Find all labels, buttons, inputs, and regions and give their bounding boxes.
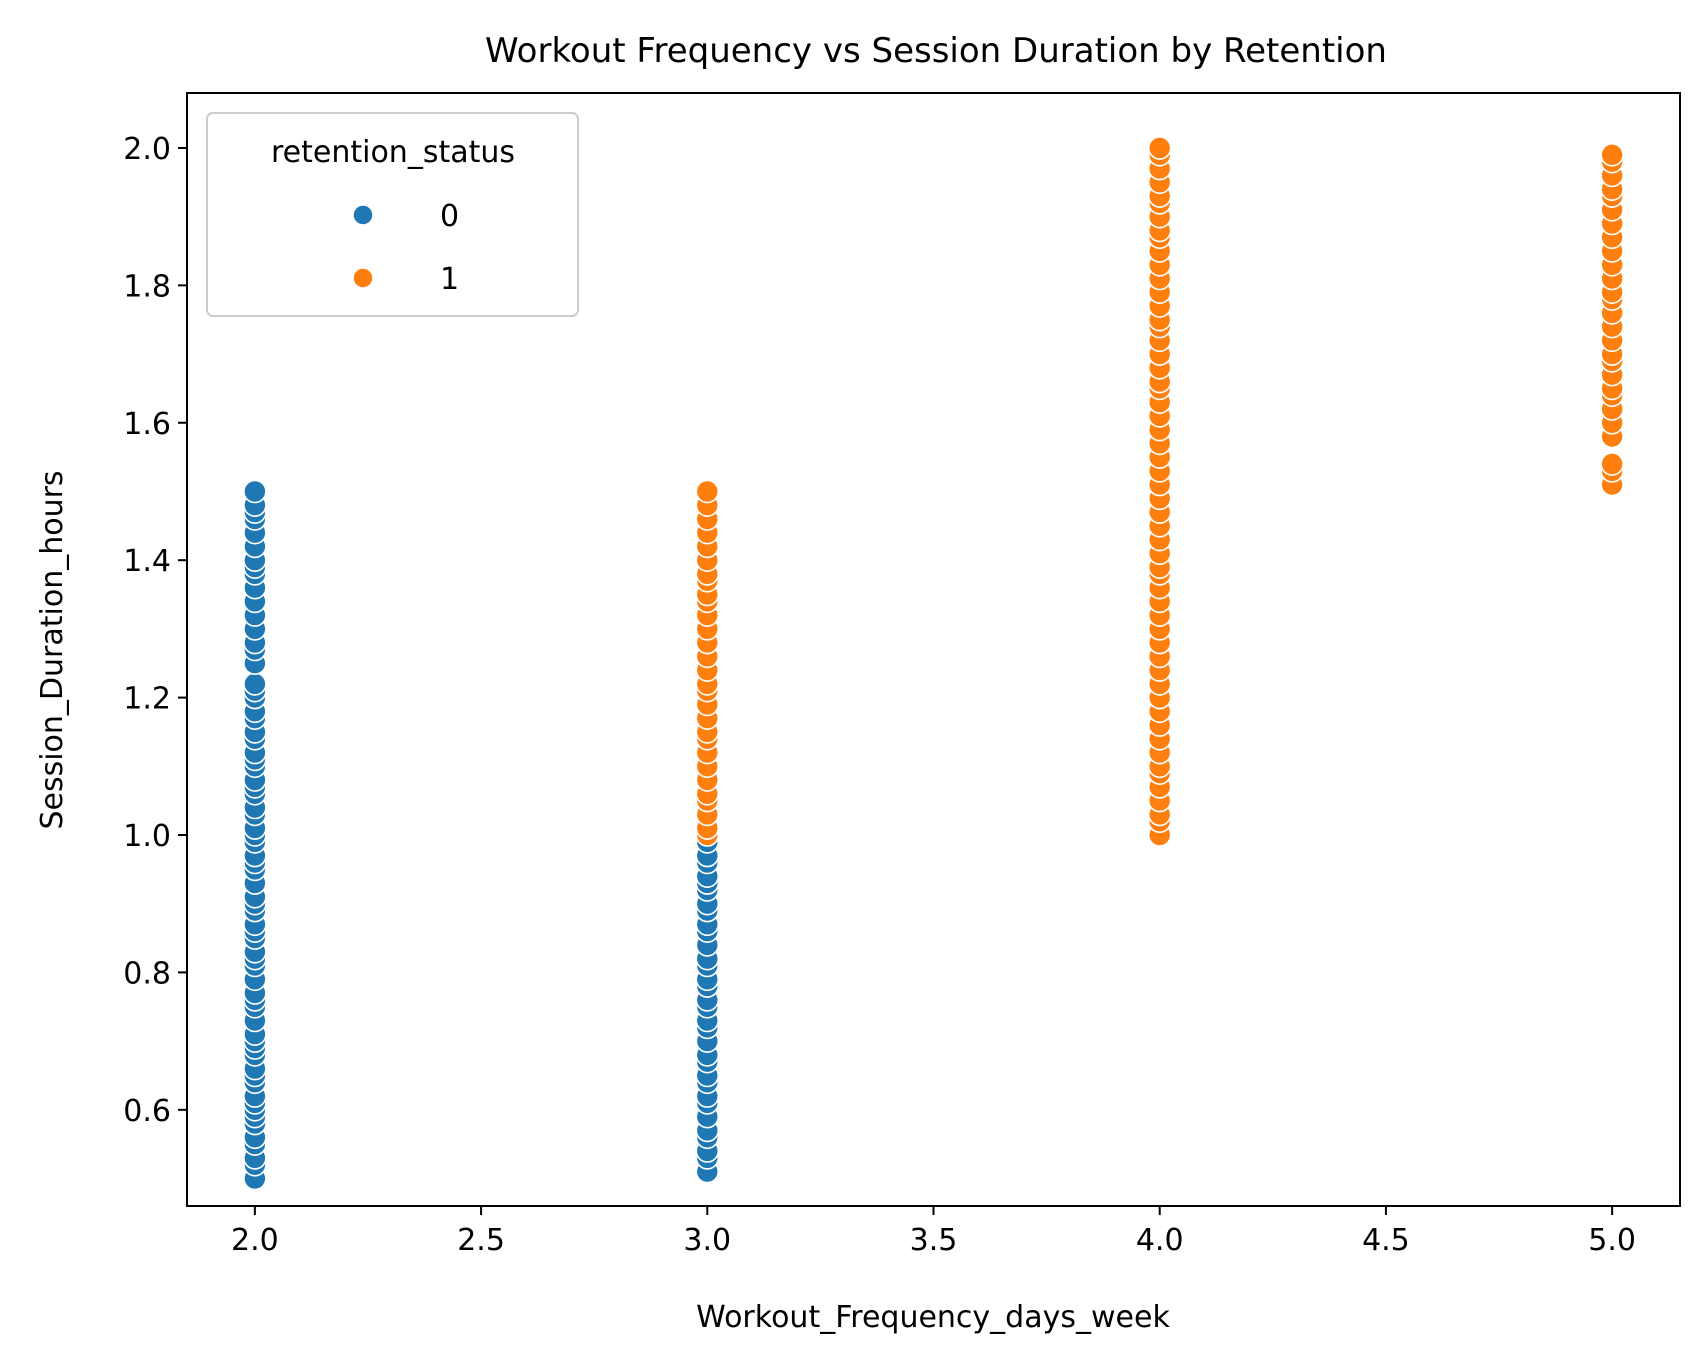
x-axis: 2.0 2.5 3.0 3.5 4.0 4.5 5.0 (231, 1206, 1636, 1258)
x-tick-label: 4.0 (1136, 1223, 1184, 1258)
y-tick-label: 1.0 (123, 819, 171, 854)
y-axis-label: Session_Duration_hours (35, 470, 70, 829)
data-point-0-68 (243, 479, 267, 504)
plot-area (243, 136, 1624, 1191)
legend-marker-0 (352, 204, 374, 226)
x-axis-label: Workout_Frequency_days_week (696, 1300, 1170, 1335)
y-tick-label: 1.6 (123, 407, 171, 442)
chart-title: Workout Frequency vs Session Duration by… (485, 31, 1387, 71)
legend: retention_status 0 1 (206, 112, 579, 317)
data-point-1-86 (1600, 452, 1624, 476)
data-point-1-110 (1600, 143, 1624, 167)
y-tick-label: 0.6 (123, 1094, 171, 1129)
legend-box (206, 112, 579, 317)
legend-marker-1 (352, 267, 374, 289)
x-tick-label: 4.5 (1362, 1223, 1410, 1258)
data-point-0-52 (243, 672, 267, 696)
y-tick-label: 2.0 (123, 132, 171, 167)
legend-label-0: 0 (440, 199, 459, 234)
y-tick-label: 0.8 (123, 956, 171, 991)
data-point-1-83 (1147, 136, 1172, 160)
data-point-1-28 (695, 479, 720, 504)
legend-title: retention_status (271, 135, 515, 170)
legend-label-1: 1 (440, 262, 459, 297)
x-tick-label: 2.5 (457, 1223, 505, 1258)
x-tick-label: 3.5 (910, 1223, 958, 1258)
x-tick-label: 3.0 (683, 1223, 731, 1258)
y-tick-label: 1.8 (123, 269, 171, 304)
y-tick-label: 1.2 (123, 682, 171, 717)
y-axis: 0.6 0.8 1.0 1.2 1.4 1.6 1.8 2.0 (123, 132, 187, 1129)
x-tick-label: 2.0 (231, 1223, 279, 1258)
y-tick-label: 1.4 (123, 544, 171, 579)
x-tick-label: 5.0 (1588, 1223, 1636, 1258)
